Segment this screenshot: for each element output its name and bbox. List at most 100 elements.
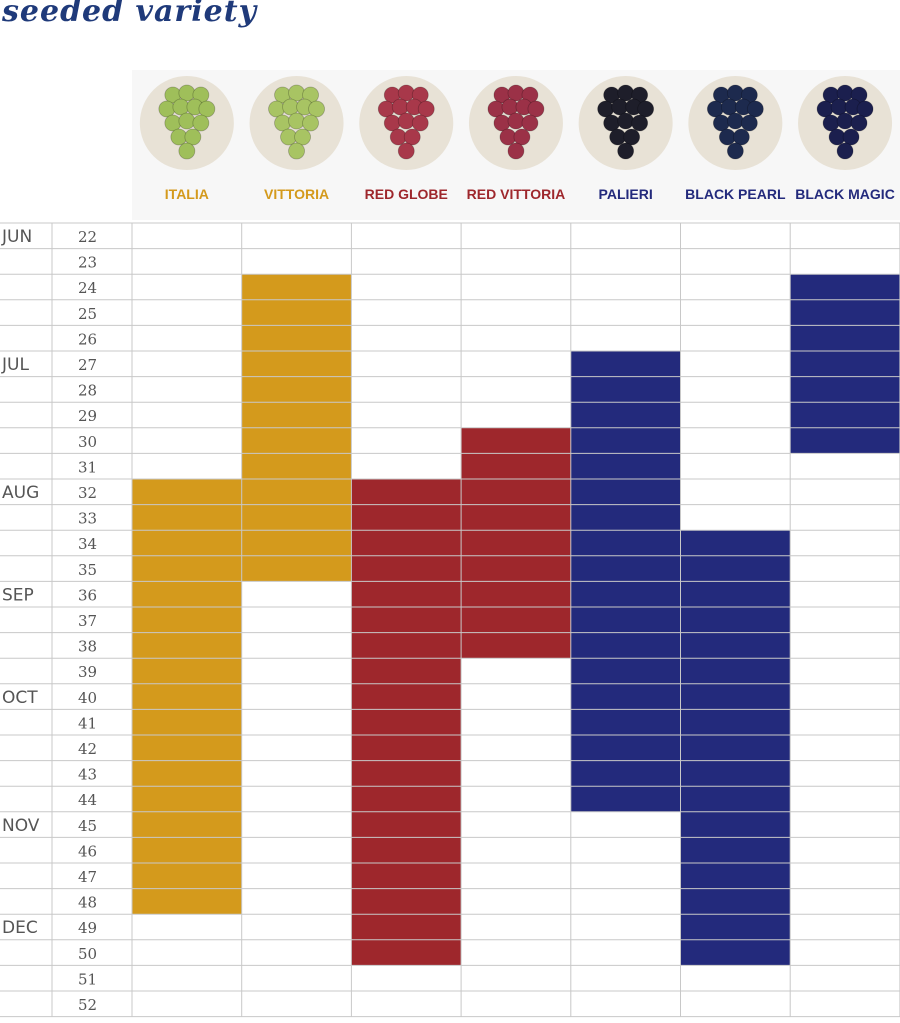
- week-label-24: 24: [78, 279, 97, 297]
- week-label-35: 35: [78, 561, 97, 579]
- week-label-46: 46: [78, 842, 97, 860]
- bar-cell-palieri: [570, 632, 681, 659]
- bar-cell-red-vittoria: [461, 555, 571, 582]
- bar-cell-black-pearl: [680, 632, 791, 659]
- bar-cell-black-magic: [790, 427, 900, 454]
- week-label-38: 38: [78, 638, 97, 656]
- week-label-29: 29: [78, 407, 97, 425]
- bar-cell-red-vittoria: [461, 530, 571, 556]
- bar-cell-italia: [132, 837, 242, 863]
- bar-cell-palieri: [570, 581, 681, 607]
- week-label-43: 43: [78, 766, 97, 784]
- bar-cell-red-globe: [351, 939, 462, 966]
- week-label-36: 36: [78, 586, 97, 604]
- bar-cell-italia: [132, 555, 242, 582]
- week-label-41: 41: [78, 714, 97, 732]
- bar-cell-italia: [132, 888, 242, 915]
- chart-title: seeded variety: [2, 0, 257, 29]
- bar-cell-italia: [132, 786, 242, 812]
- bar-cell-black-pearl: [680, 837, 791, 863]
- bar-cell-red-globe: [351, 479, 462, 505]
- bar-cell-black-magic: [790, 351, 900, 377]
- grape-cluster-icon-black-pearl: [706, 84, 764, 160]
- bar-cell-black-pearl: [680, 555, 791, 582]
- week-label-25: 25: [78, 305, 97, 323]
- grape-cluster-icon-palieri: [597, 84, 655, 160]
- month-label-nov: NOV: [2, 816, 40, 836]
- bar-cell-red-globe: [351, 914, 462, 940]
- bar-cell-black-pearl: [680, 939, 791, 966]
- bar-cell-red-vittoria: [461, 607, 571, 633]
- bar-cell-palieri: [570, 683, 681, 710]
- month-label-jul: JUL: [1, 355, 29, 375]
- week-label-37: 37: [78, 612, 97, 630]
- bar-cell-palieri: [570, 555, 681, 582]
- variety-label-palieri: PALIERI: [599, 186, 653, 202]
- bar-cell-red-globe: [351, 760, 462, 787]
- bar-cell-palieri: [570, 760, 681, 787]
- bar-cell-red-globe: [351, 555, 462, 582]
- week-label-31: 31: [78, 458, 97, 476]
- month-label-dec: DEC: [2, 918, 38, 938]
- grape-cluster-icon-black-magic: [816, 84, 874, 160]
- week-label-49: 49: [78, 919, 97, 937]
- bar-cell-vittoria: [241, 427, 352, 454]
- bar-cell-red-globe: [351, 837, 462, 863]
- week-label-30: 30: [78, 433, 97, 451]
- month-label-aug: AUG: [2, 483, 39, 503]
- bar-cell-black-magic: [790, 274, 900, 300]
- bar-cell-vittoria: [241, 555, 352, 582]
- bar-cell-italia: [132, 658, 242, 684]
- variety-label-red-vittoria: RED VITTORIA: [467, 186, 566, 202]
- bar-cell-italia: [132, 632, 242, 659]
- week-label-50: 50: [78, 945, 97, 963]
- month-label-sep: SEP: [2, 585, 34, 605]
- bar-cell-vittoria: [241, 274, 352, 300]
- week-label-42: 42: [78, 740, 97, 758]
- bar-cell-red-globe: [351, 863, 462, 889]
- month-label-jun: JUN: [1, 227, 32, 247]
- bar-cell-italia: [132, 760, 242, 787]
- week-label-34: 34: [78, 535, 97, 553]
- bar-cell-palieri: [570, 786, 681, 812]
- bar-cell-palieri: [570, 351, 681, 377]
- bar-cell-black-pearl: [680, 658, 791, 684]
- bar-cell-italia: [132, 735, 242, 761]
- variety-label-vittoria: VITTORIA: [264, 186, 329, 202]
- bar-cell-italia: [132, 504, 242, 531]
- bar-cell-red-vittoria: [461, 581, 571, 607]
- bar-cell-vittoria: [241, 376, 352, 403]
- bar-cell-palieri: [570, 427, 681, 454]
- bar-cell-black-pearl: [680, 888, 791, 915]
- bar-cell-palieri: [570, 735, 681, 761]
- bar-cell-vittoria: [241, 402, 352, 428]
- bar-cell-vittoria: [241, 479, 352, 505]
- bar-cell-red-globe: [351, 504, 462, 531]
- week-label-28: 28: [78, 382, 97, 400]
- bar-cell-black-pearl: [680, 735, 791, 761]
- bar-cell-italia: [132, 479, 242, 505]
- variety-label-italia: ITALIA: [165, 186, 209, 202]
- week-label-52: 52: [78, 996, 97, 1014]
- bar-cell-vittoria: [241, 325, 352, 351]
- variety-label-black-pearl: BLACK PEARL: [685, 186, 786, 202]
- bar-cell-red-globe: [351, 786, 462, 812]
- bar-cell-black-magic: [790, 402, 900, 428]
- grape-cluster-icon-italia: [158, 84, 216, 160]
- bar-cell-black-magic: [790, 299, 900, 326]
- bar-cell-italia: [132, 683, 242, 710]
- bar-cell-palieri: [570, 453, 681, 479]
- bar-cell-vittoria: [241, 299, 352, 326]
- bar-cell-red-vittoria: [461, 632, 571, 659]
- bar-cell-italia: [132, 709, 242, 735]
- week-label-23: 23: [78, 254, 97, 272]
- bar-cell-red-vittoria: [461, 504, 571, 531]
- bar-cell-palieri: [570, 658, 681, 684]
- week-label-39: 39: [78, 663, 97, 681]
- grape-cluster-icon-red-vittoria: [487, 84, 545, 160]
- week-label-27: 27: [78, 356, 97, 374]
- bar-cell-red-globe: [351, 735, 462, 761]
- week-label-22: 22: [78, 228, 97, 246]
- bar-cell-black-pearl: [680, 530, 791, 556]
- bar-cell-black-magic: [790, 376, 900, 403]
